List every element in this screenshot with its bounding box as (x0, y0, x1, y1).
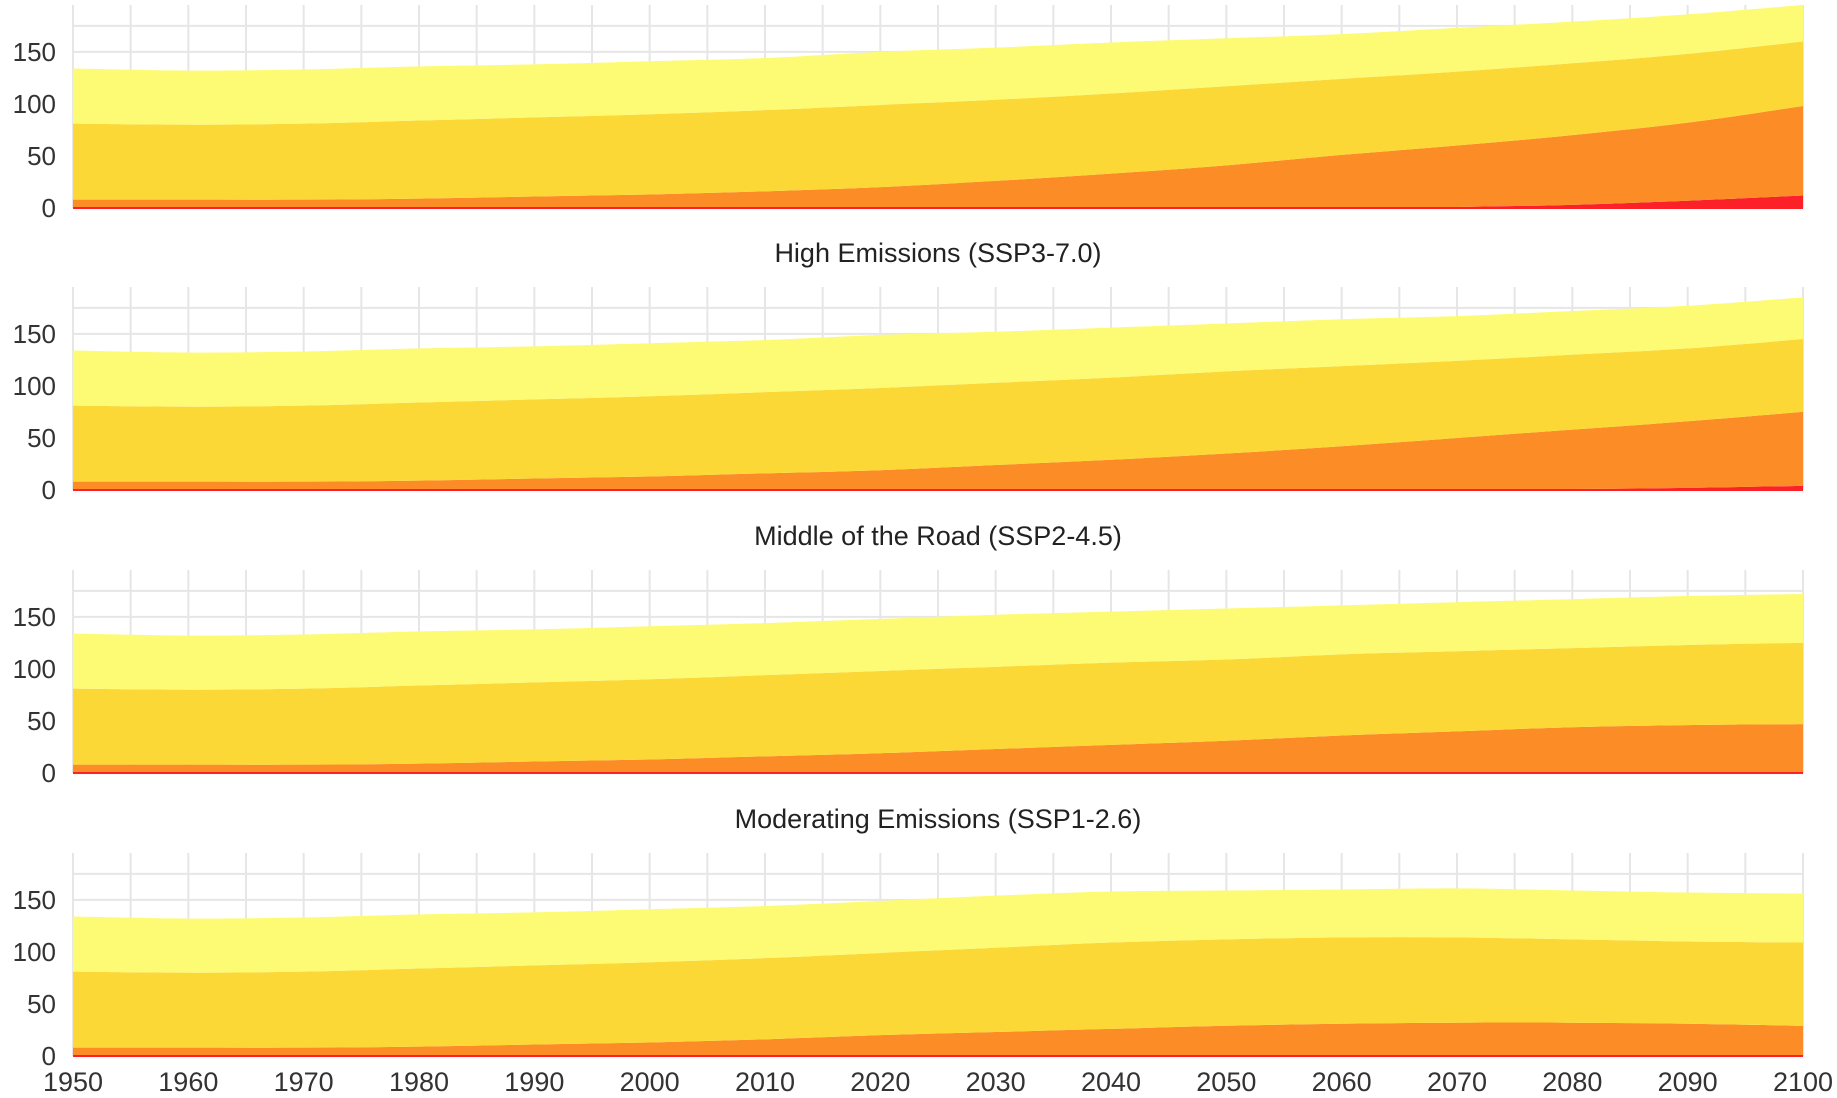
area-layer-3 (73, 41, 1803, 200)
y-tick-label: 0 (42, 475, 56, 505)
x-tick-label: 1990 (504, 1067, 564, 1097)
chart-panel-1: 0 50 100 150 (13, 5, 1804, 223)
panel-title: High Emissions (SSP3-7.0) (774, 238, 1101, 268)
chart-panel-3: Middle of the Road (SSP2-4.5) 0 50 100 150 (13, 521, 1804, 788)
y-tick-label: 50 (27, 141, 56, 171)
y-tick-label: 150 (13, 319, 56, 349)
y-tick-label: 100 (13, 371, 56, 401)
y-tick-label: 50 (27, 706, 56, 736)
x-tick-label: 2010 (735, 1067, 795, 1097)
y-tick-label: 150 (13, 37, 56, 67)
x-tick-label: 1950 (43, 1067, 103, 1097)
area-layer-2 (73, 105, 1803, 209)
y-tick-label: 100 (13, 89, 56, 119)
x-tick-label: 2020 (850, 1067, 910, 1097)
y-tick-label: 150 (13, 885, 56, 915)
x-tick-label: 2090 (1658, 1067, 1718, 1097)
x-tick-label: 2080 (1542, 1067, 1602, 1097)
x-tick-label: 2050 (1196, 1067, 1256, 1097)
y-tick-label: 0 (42, 193, 56, 223)
area-layer-4 (73, 5, 1803, 125)
y-tick-label: 100 (13, 654, 56, 684)
area-layer-3 (73, 339, 1803, 482)
area-layer-4 (73, 593, 1803, 690)
area-layer-2 (73, 1022, 1803, 1056)
area-layer-1 (73, 195, 1803, 209)
area-layer-4 (73, 297, 1803, 407)
x-axis: 1950 1960 1970 1980 1990 2000 2010 2020 2030 2040… (43, 1067, 1833, 1097)
chart-panel-2: High Emissions (SSP3-7.0) 0 50 100 150 (13, 238, 1804, 505)
x-tick-label: 2040 (1081, 1067, 1141, 1097)
chart-panel-4: Moderating Emissions (SSP1-2.6) 0 50 100 150 (13, 804, 1804, 1071)
area-layer-3 (73, 937, 1803, 1048)
area-layer-2 (73, 724, 1803, 773)
y-tick-label: 50 (27, 989, 56, 1019)
panel-title: Middle of the Road (SSP2-4.5) (754, 521, 1122, 551)
x-tick-label: 1980 (389, 1067, 449, 1097)
y-tick-label: 50 (27, 423, 56, 453)
x-tick-label: 2060 (1312, 1067, 1372, 1097)
x-tick-label: 1970 (274, 1067, 334, 1097)
y-tick-label: 0 (42, 758, 56, 788)
area-layer-4 (73, 888, 1803, 973)
y-tick-label: 0 (42, 1041, 56, 1071)
x-tick-label: 2100 (1773, 1067, 1833, 1097)
x-tick-label: 2070 (1427, 1067, 1487, 1097)
area-layer-3 (73, 642, 1803, 765)
x-tick-label: 1960 (158, 1067, 218, 1097)
y-tick-label: 150 (13, 602, 56, 632)
y-tick-label: 100 (13, 937, 56, 967)
x-tick-label: 2030 (966, 1067, 1026, 1097)
panel-title: Moderating Emissions (SSP1-2.6) (735, 804, 1142, 834)
area-layer-2 (73, 411, 1803, 491)
x-tick-label: 2000 (620, 1067, 680, 1097)
